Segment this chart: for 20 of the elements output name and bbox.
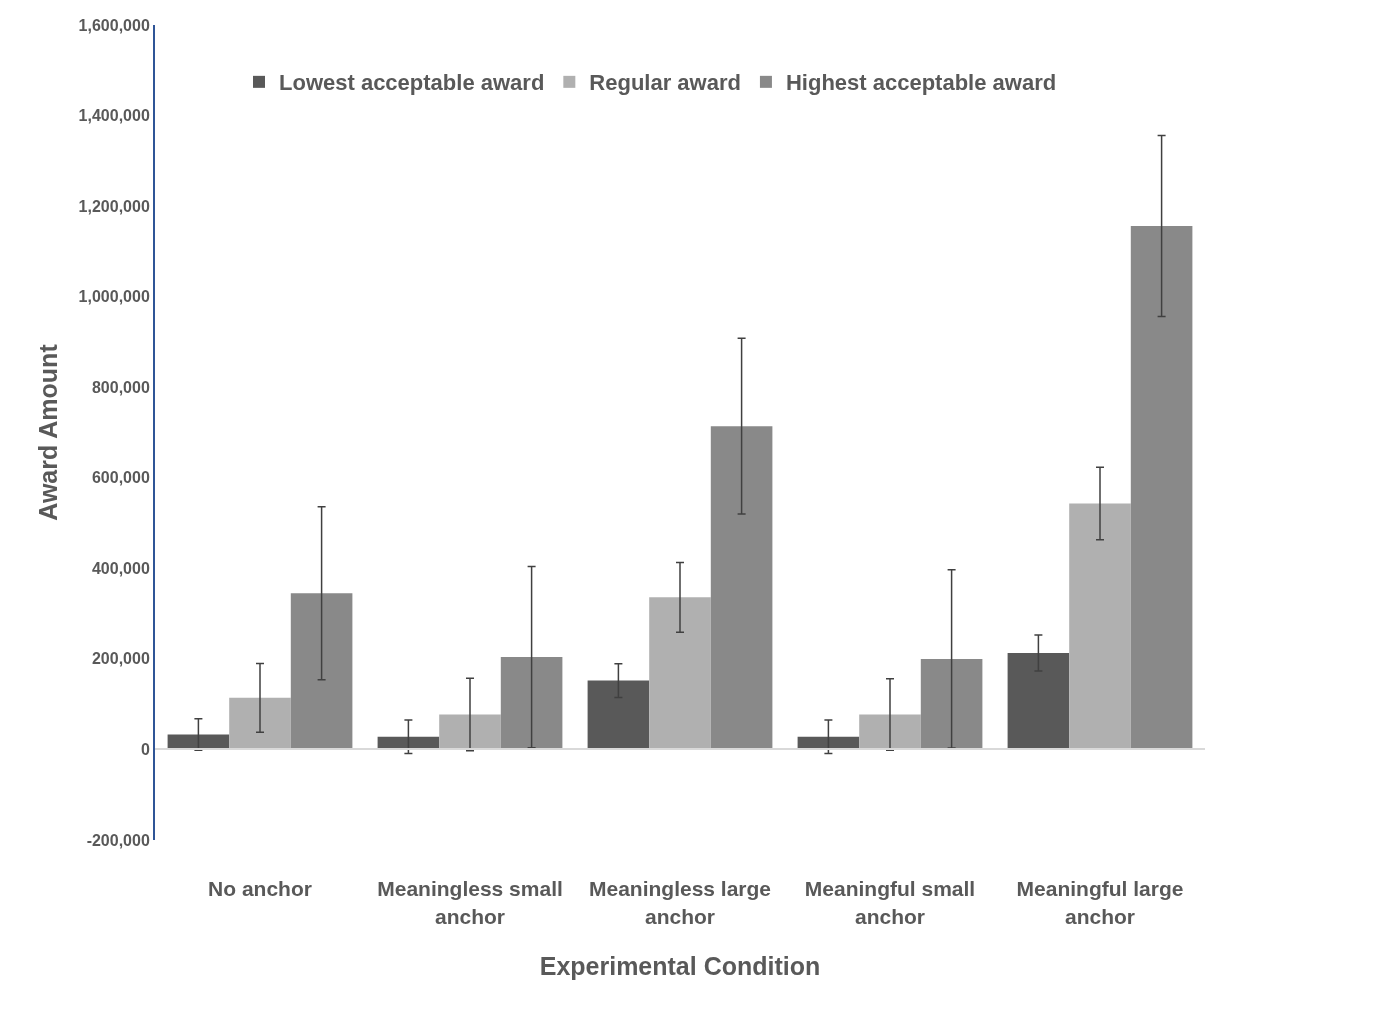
- y-tick-label: 800,000: [91, 378, 150, 396]
- y-tick-label: 200,000: [91, 650, 150, 668]
- x-axis-title: Experimental Condition: [539, 951, 821, 980]
- x-tick-label: Meaningful large anchor: [1016, 877, 1184, 928]
- y-tick-label: 600,000: [91, 469, 150, 487]
- y-tick-label: -200,000: [86, 831, 150, 849]
- legend-label: Highest acceptable award: [785, 70, 1057, 96]
- y-tick-label: 400,000: [91, 559, 150, 577]
- legend-label: Regular award: [589, 70, 741, 96]
- legend-label: Lowest acceptable award: [279, 70, 545, 96]
- x-tick-label: No anchor: [208, 877, 312, 901]
- y-tick-label: 1,400,000: [78, 107, 150, 125]
- y-tick-label: 1,000,000: [78, 288, 150, 306]
- y-tick-label: 1,600,000: [78, 16, 150, 34]
- y-tick-label: 1,200,000: [78, 197, 150, 215]
- x-tick-label: Meaningless large anchor: [588, 877, 772, 928]
- x-tick-label: Meaningful small anchor: [804, 877, 976, 928]
- y-axis-title: Award Amount: [33, 343, 62, 521]
- x-tick-label: Meaningless small anchor: [377, 877, 563, 928]
- y-tick-label: 0: [140, 741, 150, 759]
